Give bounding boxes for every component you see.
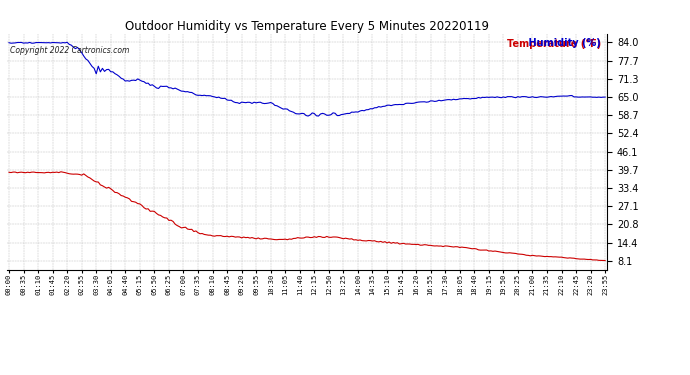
Text: Humidity (%): Humidity (%)	[462, 39, 601, 48]
Title: Outdoor Humidity vs Temperature Every 5 Minutes 20220119: Outdoor Humidity vs Temperature Every 5 …	[125, 20, 489, 33]
Text: Temperature (°F): Temperature (°F)	[507, 39, 601, 48]
Text: Copyright 2022 Cartronics.com: Copyright 2022 Cartronics.com	[10, 46, 129, 55]
